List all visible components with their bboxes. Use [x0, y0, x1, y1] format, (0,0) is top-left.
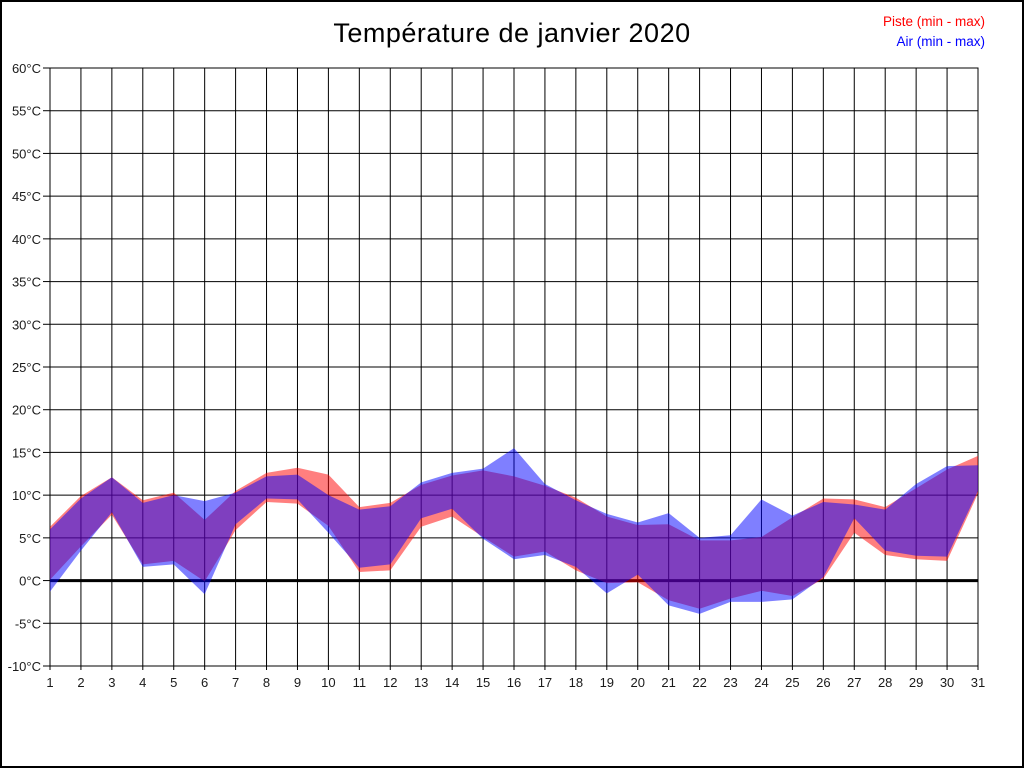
legend-piste-label: Piste (min - max) [882, 14, 985, 29]
x-axis-label: 10 [321, 675, 335, 690]
x-axis-label: 23 [723, 675, 737, 690]
x-axis-label: 1 [46, 675, 53, 690]
x-axis-label: 11 [353, 675, 367, 690]
x-axis-label: 17 [538, 675, 552, 690]
y-axis-label: 50°C [12, 146, 41, 161]
y-axis-label: 60°C [12, 61, 41, 76]
y-axis-label: 15°C [12, 445, 41, 460]
x-axis-label: 4 [139, 675, 146, 690]
x-axis-label: 25 [785, 675, 799, 690]
air-band [50, 448, 978, 614]
x-axis-label: 13 [414, 675, 428, 690]
y-axis-label: 25°C [12, 360, 41, 375]
y-axis-label: 10°C [12, 488, 41, 503]
y-axis-label: 5°C [19, 531, 41, 546]
y-axis-label: -10°C [8, 659, 41, 674]
y-axis-label: 0°C [19, 574, 41, 589]
x-axis-label: 27 [847, 675, 861, 690]
x-axis-label: 12 [383, 675, 397, 690]
y-axis-label: 45°C [12, 189, 41, 204]
x-axis-label: 8 [263, 675, 270, 690]
legend-air-label: Air (min - max) [896, 34, 986, 49]
x-axis-label: 26 [816, 675, 830, 690]
x-axis-label: 31 [971, 675, 985, 690]
x-axis-label: 28 [878, 675, 892, 690]
x-axis-label: 3 [108, 675, 115, 690]
y-axis-label: 20°C [12, 403, 41, 418]
y-axis-label: 55°C [12, 104, 41, 119]
x-axis-label: 14 [445, 675, 459, 690]
chart-title: Température de janvier 2020 [333, 18, 691, 48]
x-axis-label: 19 [600, 675, 614, 690]
x-axis-label: 9 [294, 675, 301, 690]
x-axis-label: 24 [754, 675, 768, 690]
x-axis-label: 6 [201, 675, 208, 690]
x-axis-label: 18 [569, 675, 583, 690]
x-axis-label: 22 [692, 675, 706, 690]
x-axis-label: 29 [909, 675, 923, 690]
x-axis-label: 15 [476, 675, 490, 690]
x-axis-label: 20 [630, 675, 644, 690]
x-axis-label: 21 [661, 675, 675, 690]
y-axis-label: 40°C [12, 232, 41, 247]
x-axis-label: 5 [170, 675, 177, 690]
x-axis-label: 30 [940, 675, 954, 690]
x-axis-label: 7 [232, 675, 239, 690]
x-axis-label: 2 [77, 675, 84, 690]
legend: Piste (min - max) Air (min - max) [883, 12, 985, 52]
x-axis-label: 16 [507, 675, 521, 690]
y-axis-label: 35°C [12, 275, 41, 290]
y-axis-label: 30°C [12, 317, 41, 332]
plot-frame [49, 67, 979, 667]
y-axis-label: -5°C [15, 616, 41, 631]
